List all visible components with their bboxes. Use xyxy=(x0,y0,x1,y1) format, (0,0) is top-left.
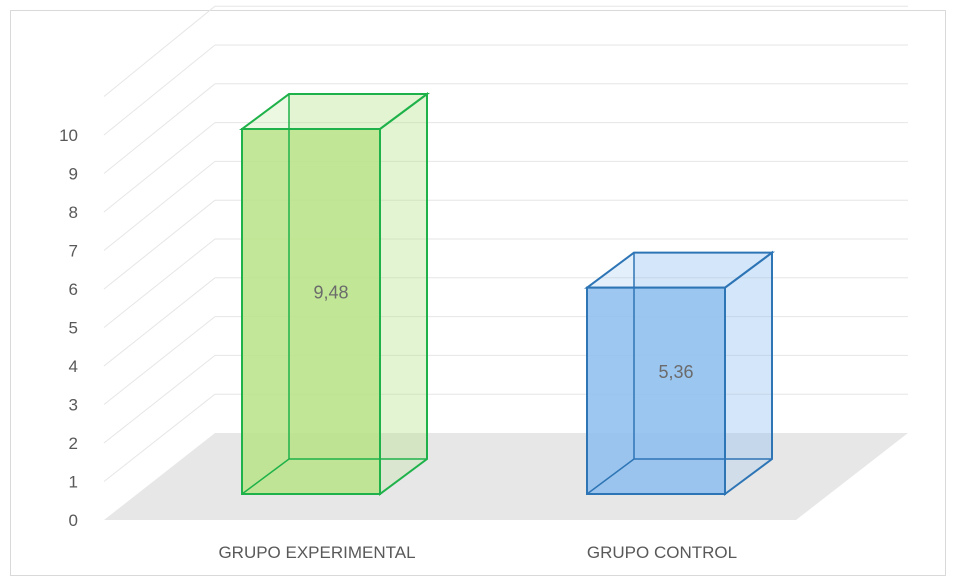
bar: 5,36 xyxy=(583,250,776,496)
gridline xyxy=(103,238,216,328)
y-tick-label: 2 xyxy=(69,434,78,453)
x-category-label: GRUPO EXPERIMENTAL xyxy=(218,543,415,562)
y-tick-label: 4 xyxy=(69,357,78,376)
bar-side-face xyxy=(379,92,428,496)
y-tick-label: 9 xyxy=(69,165,78,184)
gridline xyxy=(103,393,216,482)
bar-front-face xyxy=(241,128,381,495)
y-tick-label: 1 xyxy=(69,473,78,492)
y-tick-label: 3 xyxy=(69,396,78,415)
gridline xyxy=(103,277,216,367)
chart-floor xyxy=(104,433,908,520)
y-tick-label: 10 xyxy=(59,126,78,145)
gridline xyxy=(103,316,216,405)
bar-side-face xyxy=(724,250,773,496)
gridline xyxy=(103,83,216,174)
y-tick-label: 6 xyxy=(69,280,78,299)
y-tick-label: 8 xyxy=(69,203,78,222)
y-tick-label: 5 xyxy=(69,319,78,338)
x-category-label: GRUPO CONTROL xyxy=(587,543,737,562)
gridline xyxy=(103,161,216,251)
bar-front-face xyxy=(586,286,726,495)
gridline xyxy=(103,122,216,213)
gridline xyxy=(103,199,216,290)
data-label: 5,36 xyxy=(658,362,693,382)
bar: 9,48 xyxy=(238,92,431,496)
y-tick-label: 7 xyxy=(69,242,78,261)
gridline xyxy=(103,355,216,444)
y-tick-label: 0 xyxy=(69,511,78,530)
data-label: 9,48 xyxy=(313,283,348,303)
gridline xyxy=(103,44,216,136)
gridline xyxy=(103,5,216,97)
